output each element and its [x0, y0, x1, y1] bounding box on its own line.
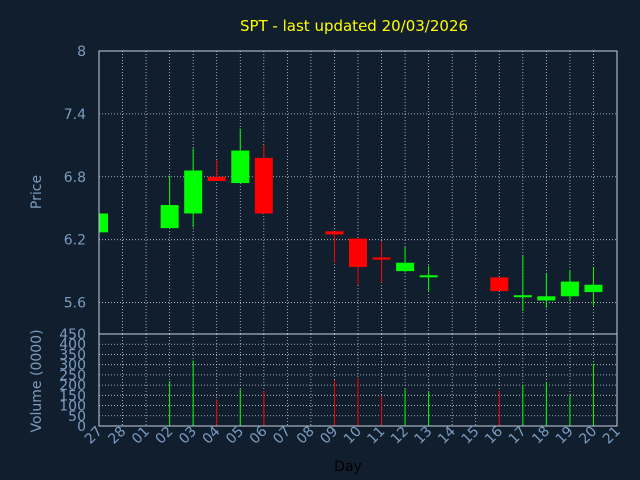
candles — [98, 128, 603, 311]
candle-16 — [490, 277, 509, 292]
candle-09 — [325, 231, 344, 263]
price-axis-label: Price — [29, 175, 45, 209]
candle-06 — [254, 145, 273, 214]
volume-tick-label: 150 — [59, 388, 86, 404]
volume-tick-label: 300 — [59, 358, 86, 374]
candle-03 — [184, 148, 203, 228]
candle-body — [537, 296, 556, 301]
candle-18 — [537, 273, 556, 308]
volume-tick-label: 400 — [59, 337, 86, 353]
price-tick-label: 5.6 — [64, 296, 86, 312]
price-tick-label: 7.4 — [64, 107, 86, 123]
candle-body — [207, 176, 226, 181]
volume-tick-label: 50 — [68, 409, 86, 425]
candle-body — [325, 231, 344, 235]
candle-27 — [98, 213, 108, 233]
candle-11 — [372, 241, 391, 283]
candle-body — [184, 170, 203, 214]
candle-body — [560, 281, 579, 297]
price-tick-label: 6.8 — [64, 170, 86, 186]
price-panel: 8 7.4 6.8 6.2 5.6 — [64, 44, 618, 335]
candle-body — [396, 262, 415, 272]
candle-body — [490, 277, 509, 292]
candle-body — [254, 157, 273, 214]
candle-05 — [231, 128, 250, 184]
candle-body — [372, 257, 391, 260]
x-axis-label: Day — [334, 459, 362, 475]
x-tick-labels: 27 28 01 02 03 04 05 06 07 08 09 10 11 12 13 14 15 16 17 18… — [82, 423, 624, 447]
volume-tick-label: 0 — [77, 419, 86, 435]
volume-tick-label: 250 — [59, 368, 86, 384]
price-tick-label: 6.2 — [64, 233, 86, 249]
candle-13 — [419, 265, 438, 293]
candle-20 — [584, 266, 603, 306]
candle-body — [419, 275, 438, 278]
candle-body — [99, 213, 108, 233]
volume-tick-label: 450 — [59, 327, 86, 343]
chart-title: SPT - last updated 20/03/2026 — [240, 17, 468, 35]
candle-10 — [349, 238, 367, 285]
volume-bars — [169, 360, 594, 426]
candle-19 — [560, 270, 579, 302]
volume-tick-label: 200 — [59, 378, 86, 394]
candle-04 — [207, 160, 226, 181]
candle-body — [349, 238, 367, 267]
candle-body — [584, 284, 603, 293]
price-y-ticks: 8 7.4 6.8 6.2 5.6 — [64, 44, 86, 312]
candle-body — [160, 205, 179, 229]
volume-plot-border — [98, 333, 618, 427]
candle-17 — [513, 255, 532, 311]
candle-body — [513, 295, 532, 298]
candle-12 — [396, 247, 415, 273]
volume-tick-label: 350 — [59, 347, 86, 363]
volume-axis-label: Volume (0000) — [29, 329, 45, 432]
price-tick-label: 8 — [77, 44, 86, 60]
candle-body — [231, 150, 250, 184]
volume-tick-label: 100 — [59, 399, 86, 415]
candle-02 — [160, 175, 179, 229]
